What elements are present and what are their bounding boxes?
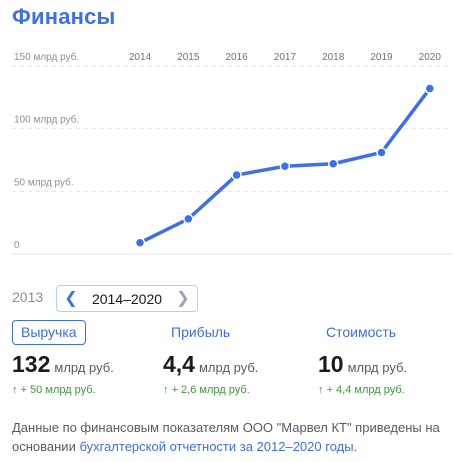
- x-tick-label: 2015: [177, 52, 200, 63]
- metric-profit: Прибыль 4,4 млрд руб. ↑ + 2,6 млрд руб.: [163, 320, 258, 396]
- metric-value: 132: [12, 351, 51, 377]
- metric-delta: ↑ + 4,4 млрд руб.: [318, 384, 407, 396]
- metric-unit: млрд руб.: [198, 360, 259, 375]
- x-tick-label: 2018: [322, 52, 345, 63]
- tab-revenue[interactable]: Выручка: [12, 320, 86, 345]
- metric-delta-value: + 2,6 млрд руб.: [171, 384, 250, 396]
- data-point: [183, 213, 194, 225]
- footnote-end: .: [353, 439, 358, 454]
- x-tick-label: 2020: [419, 52, 442, 63]
- x-tick-label: 2019: [370, 52, 393, 63]
- metric-value: 4,4: [163, 351, 195, 377]
- metric-value-estimate: Стоимость 10 млрд руб. ↑ + 4,4 млрд руб.: [318, 320, 407, 396]
- data-point: [376, 147, 387, 158]
- metric-value-row: 10 млрд руб.: [318, 351, 407, 378]
- data-point: [327, 158, 339, 170]
- metric-delta: ↑ + 50 млрд руб.: [12, 384, 114, 396]
- financial-reports-link[interactable]: бухгалтерской отчетности за 2012–2020 го…: [79, 439, 354, 454]
- metric-delta: ↑ + 2,6 млрд руб.: [163, 384, 258, 396]
- arrow-up-icon: ↑: [12, 384, 18, 396]
- page-title: Финансы: [12, 4, 116, 29]
- data-point: [134, 237, 146, 248]
- metric-delta-value: + 4,4 млрд руб.: [326, 384, 405, 396]
- period-selector: 2013 ❮ 2014–2020 ❯: [12, 285, 452, 313]
- x-tick-label: 2016: [225, 52, 248, 63]
- chevron-right-icon[interactable]: ❯: [176, 290, 190, 307]
- metric-unit: млрд руб.: [347, 360, 408, 375]
- data-point: [279, 161, 291, 172]
- data-point: [231, 169, 242, 181]
- data-source-note: Данные по финансовым показателям ООО "Ма…: [12, 418, 452, 456]
- arrow-up-icon: ↑: [318, 384, 324, 396]
- previous-year-link[interactable]: 2013: [12, 289, 44, 305]
- footnote-text: Данные по финансовым показателям ООО "Ма…: [12, 420, 440, 454]
- y-tick-label: 0: [14, 240, 20, 251]
- metric-unit: млрд руб.: [54, 360, 114, 375]
- x-tick-label: 2017: [274, 52, 297, 63]
- metric-value: 10: [318, 351, 344, 377]
- y-tick-label: 150 млрд руб.: [14, 51, 79, 63]
- x-tick-label: 2014: [129, 52, 152, 63]
- arrow-up-icon: ↑: [163, 384, 169, 396]
- year-range-label: 2014–2020: [91, 291, 163, 307]
- chevron-left-icon[interactable]: ❮: [64, 290, 78, 307]
- tab-profit[interactable]: Прибыль: [171, 324, 231, 340]
- revenue-line-chart: 050 млрд руб.100 млрд руб.150 млрд руб. …: [12, 51, 452, 255]
- tab-cost[interactable]: Стоимость: [326, 324, 397, 340]
- y-tick-label: 50 млрд руб.: [14, 176, 74, 188]
- data-point: [424, 83, 436, 94]
- year-range-switcher: ❮ 2014–2020 ❯: [56, 285, 198, 312]
- metric-value-row: 4,4 млрд руб.: [163, 351, 258, 378]
- metric-revenue: Выручка 132 млрд руб. ↑ + 50 млрд руб.: [12, 320, 114, 396]
- metric-delta-value: + 50 млрд руб.: [20, 384, 96, 396]
- metric-value-row: 132 млрд руб.: [12, 351, 114, 378]
- y-tick-label: 100 млрд руб.: [14, 114, 79, 126]
- metrics-panel: Выручка 132 млрд руб. ↑ + 50 млрд руб. Пр…: [0, 320, 467, 405]
